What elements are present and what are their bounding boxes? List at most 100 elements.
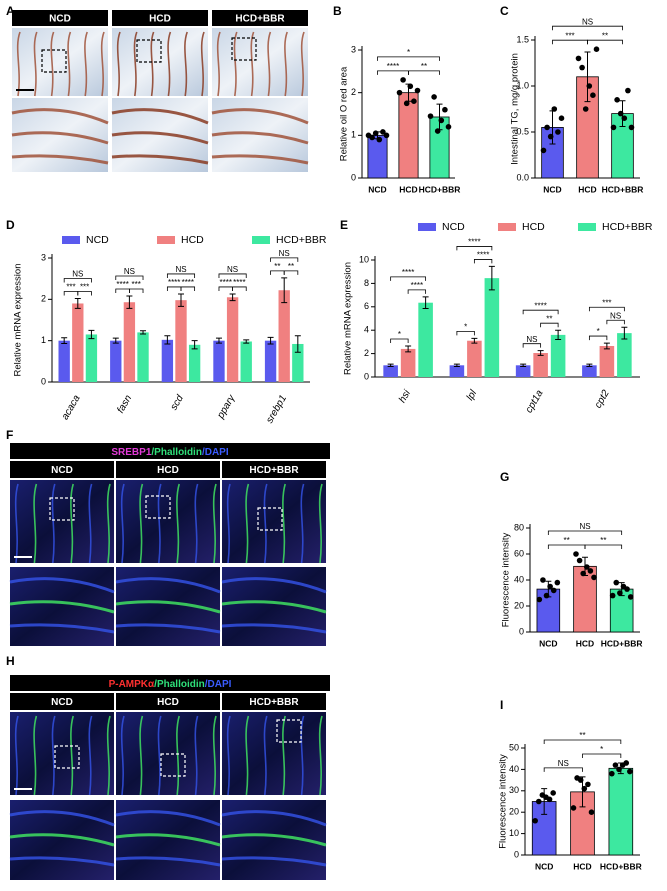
tissue-fold xyxy=(51,483,56,564)
data-point xyxy=(438,117,445,124)
data-point xyxy=(617,590,623,596)
legend-label: HCD+BBR xyxy=(276,234,327,246)
error-bar xyxy=(537,350,544,356)
significance-label: **** xyxy=(220,278,232,287)
tissue-fold xyxy=(115,810,221,827)
significance-bracket xyxy=(283,270,299,275)
error-bar xyxy=(488,265,495,291)
error-bar xyxy=(229,293,236,302)
panel-letter: D xyxy=(6,218,15,232)
tissue-fold xyxy=(120,715,125,796)
tissue-fold xyxy=(282,483,286,564)
tissue-fold xyxy=(100,31,105,97)
significance-label: *** xyxy=(602,298,611,307)
significance-label: NS xyxy=(558,759,569,768)
x-tick-label: HCD+BBR xyxy=(600,861,642,871)
significance-label: **** xyxy=(411,281,423,290)
significance-label: NS xyxy=(526,335,537,344)
data-point xyxy=(369,134,375,141)
y-tick-label: 0 xyxy=(351,172,356,182)
tissue-fold xyxy=(9,810,115,827)
stain-part: /Phalloidin xyxy=(154,679,205,690)
stain-bar xyxy=(10,675,330,691)
error-bar xyxy=(294,335,301,353)
significance-label: **** xyxy=(534,301,546,310)
stain-part: P-AMPKα xyxy=(109,679,155,690)
y-tick-label: 1 xyxy=(351,130,356,140)
significance-label: **** xyxy=(116,280,128,289)
bar xyxy=(515,365,531,377)
x-tick-label: HCD xyxy=(576,638,594,648)
bar xyxy=(418,302,433,377)
significance-label: ** xyxy=(602,31,608,40)
error-bar xyxy=(61,337,68,345)
tissue-fold xyxy=(88,715,93,796)
significance-label: ** xyxy=(546,314,552,323)
significance-label: **** xyxy=(477,251,489,260)
significance-bracket xyxy=(543,767,583,772)
significance-bracket xyxy=(522,309,559,315)
significance-label: NS xyxy=(610,311,621,320)
y-tick-label: 3 xyxy=(41,252,46,262)
data-point xyxy=(621,115,628,121)
y-tick-label: 1.5 xyxy=(516,34,529,44)
data-point xyxy=(609,770,615,777)
tissue-fold xyxy=(106,483,111,564)
column-header xyxy=(116,461,220,478)
significance-bracket xyxy=(552,39,588,45)
data-point xyxy=(434,128,441,134)
data-point xyxy=(627,594,634,600)
significance-label: **** xyxy=(387,62,399,71)
zoom-box xyxy=(136,39,162,63)
data-point xyxy=(543,592,550,599)
error-bar xyxy=(243,339,250,344)
legend-swatch xyxy=(498,223,516,231)
bar xyxy=(617,333,632,377)
y-tick-label: 0 xyxy=(519,626,524,636)
data-point xyxy=(400,77,406,83)
error-bar xyxy=(178,293,184,307)
zoom-box xyxy=(257,507,283,531)
significance-bracket xyxy=(390,276,427,281)
y-tick-label: 0 xyxy=(364,371,369,381)
bar xyxy=(550,334,566,377)
tissue-fold xyxy=(157,483,162,564)
data-point xyxy=(414,87,421,94)
tissue-fold xyxy=(221,577,327,594)
error-bar xyxy=(74,298,81,309)
tissue-fold xyxy=(120,483,125,564)
zoom-box xyxy=(231,37,257,61)
x-tick-label: HCD xyxy=(578,184,596,194)
error-bar xyxy=(621,326,628,340)
panel-letter: H xyxy=(6,654,15,668)
column-label: HCD+BBR xyxy=(249,465,299,476)
significance-label: * xyxy=(407,48,410,57)
data-point xyxy=(372,130,379,136)
tissue-fold xyxy=(115,856,221,867)
significance-label: * xyxy=(600,745,603,754)
bar xyxy=(110,340,122,382)
significance-label: **** xyxy=(468,238,480,247)
error-bar xyxy=(471,337,478,344)
error-bar xyxy=(140,330,147,335)
y-tick-label: 20 xyxy=(509,807,519,817)
y-tick-label: 10 xyxy=(509,828,519,838)
stain-title: P-AMPKα/Phalloidin/DAPI xyxy=(109,679,232,690)
bar xyxy=(58,340,70,382)
tissue-fold xyxy=(9,623,115,634)
significance-label: ** xyxy=(274,262,280,271)
legend-label: HCD xyxy=(522,221,545,233)
tissue-fold xyxy=(67,31,72,97)
x-tick-label: cpt2 xyxy=(593,388,612,410)
significance-bracket xyxy=(543,739,622,744)
significance-bracket xyxy=(582,753,622,758)
legend-swatch xyxy=(157,236,175,244)
y-tick-label: 8 xyxy=(364,278,369,288)
bar xyxy=(400,348,416,377)
x-tick-label: NCD xyxy=(543,184,561,194)
data-point xyxy=(616,766,622,773)
data-point xyxy=(614,97,620,103)
column-header xyxy=(212,10,308,26)
tissue-fold xyxy=(167,31,172,97)
column-header xyxy=(12,10,108,26)
